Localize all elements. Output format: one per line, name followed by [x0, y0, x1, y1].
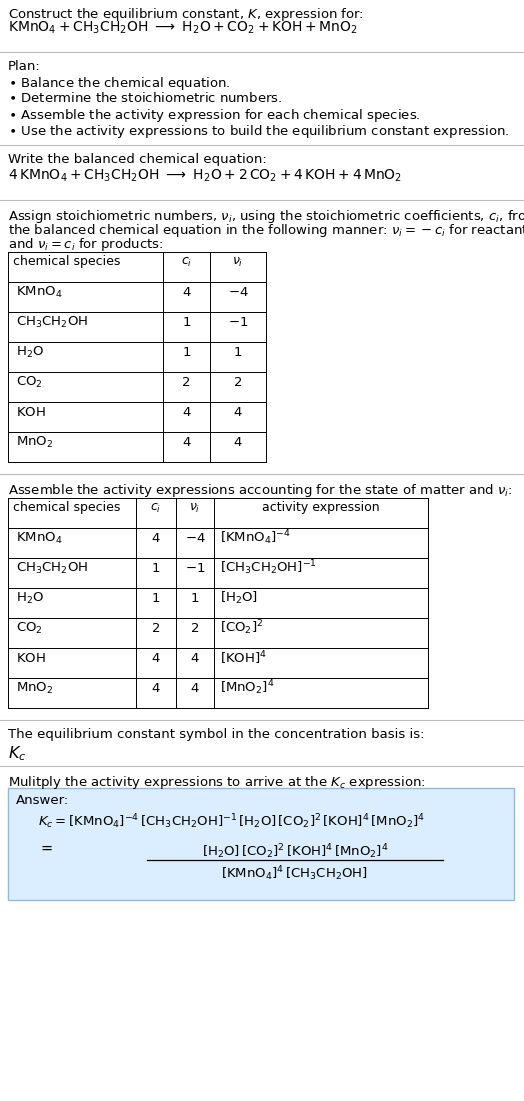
Text: 4: 4	[191, 652, 199, 665]
Text: 2: 2	[152, 621, 160, 634]
Text: $\mathrm{MnO_2}$: $\mathrm{MnO_2}$	[16, 680, 53, 696]
Text: The equilibrium constant symbol in the concentration basis is:: The equilibrium constant symbol in the c…	[8, 728, 424, 741]
Text: $c_i$: $c_i$	[181, 255, 192, 269]
Text: chemical species: chemical species	[13, 255, 121, 269]
Text: 4: 4	[152, 682, 160, 695]
Text: Mulitply the activity expressions to arrive at the $K_c$ expression:: Mulitply the activity expressions to arr…	[8, 774, 426, 791]
Text: 4: 4	[234, 405, 242, 418]
Text: $\nu_i$: $\nu_i$	[232, 255, 244, 269]
Text: Construct the equilibrium constant, $K$, expression for:: Construct the equilibrium constant, $K$,…	[8, 6, 364, 23]
Text: Assemble the activity expressions accounting for the state of matter and $\nu_i$: Assemble the activity expressions accoun…	[8, 482, 512, 499]
Text: 1: 1	[182, 316, 191, 328]
Text: $\mathrm{CH_3CH_2OH}$: $\mathrm{CH_3CH_2OH}$	[16, 560, 88, 576]
Text: activity expression: activity expression	[262, 501, 380, 514]
Text: $\bullet$ Use the activity expressions to build the equilibrium constant express: $\bullet$ Use the activity expressions t…	[8, 123, 509, 140]
Text: 2: 2	[182, 375, 191, 389]
Text: $K_c$: $K_c$	[8, 744, 26, 763]
Text: 4: 4	[182, 285, 191, 298]
Text: $[\mathrm{CH_3CH_2OH}]^{-1}$: $[\mathrm{CH_3CH_2OH}]^{-1}$	[220, 558, 317, 577]
Text: $\nu_i$: $\nu_i$	[189, 501, 201, 514]
Text: $\bullet$ Assemble the activity expression for each chemical species.: $\bullet$ Assemble the activity expressi…	[8, 107, 421, 124]
Text: $\mathrm{KOH}$: $\mathrm{KOH}$	[16, 652, 46, 665]
Text: 4: 4	[182, 436, 191, 448]
Text: $\mathrm{CH_3CH_2OH}$: $\mathrm{CH_3CH_2OH}$	[16, 315, 88, 329]
Text: $\mathrm{H_2O}$: $\mathrm{H_2O}$	[16, 590, 44, 606]
Text: 4: 4	[234, 436, 242, 448]
Text: $[\mathrm{KMnO_4}]^{-4}$: $[\mathrm{KMnO_4}]^{-4}$	[220, 528, 291, 547]
Text: $=$: $=$	[38, 840, 53, 855]
Text: Answer:: Answer:	[16, 794, 69, 807]
Text: $K_c = [\mathrm{KMnO_4}]^{-4}\,[\mathrm{CH_3CH_2OH}]^{-1}\,[\mathrm{H_2O}]\,[\ma: $K_c = [\mathrm{KMnO_4}]^{-4}\,[\mathrm{…	[38, 813, 425, 830]
Text: $\mathrm{KMnO_4 + CH_3CH_2OH\ \longrightarrow\ H_2O + CO_2 + KOH + MnO_2}$: $\mathrm{KMnO_4 + CH_3CH_2OH\ \longright…	[8, 20, 358, 36]
Text: and $\nu_i = c_i$ for products:: and $\nu_i = c_i$ for products:	[8, 236, 163, 253]
Text: $[\mathrm{CO_2}]^2$: $[\mathrm{CO_2}]^2$	[220, 619, 264, 637]
Text: $-1$: $-1$	[228, 316, 248, 328]
Text: Assign stoichiometric numbers, $\nu_i$, using the stoichiometric coefficients, $: Assign stoichiometric numbers, $\nu_i$, …	[8, 208, 524, 225]
Text: $[\mathrm{H_2O}]$: $[\mathrm{H_2O}]$	[220, 590, 258, 606]
Text: $-4$: $-4$	[227, 285, 248, 298]
Text: Write the balanced chemical equation:: Write the balanced chemical equation:	[8, 153, 267, 166]
Text: 1: 1	[234, 346, 242, 359]
Text: $[\mathrm{MnO_2}]^4$: $[\mathrm{MnO_2}]^4$	[220, 678, 275, 697]
Text: 4: 4	[182, 405, 191, 418]
Text: the balanced chemical equation in the following manner: $\nu_i = -c_i$ for react: the balanced chemical equation in the fo…	[8, 222, 524, 239]
FancyBboxPatch shape	[8, 788, 514, 900]
Text: 1: 1	[191, 591, 199, 604]
Text: $\mathrm{MnO_2}$: $\mathrm{MnO_2}$	[16, 435, 53, 449]
Text: 4: 4	[152, 532, 160, 545]
Text: $[\mathrm{KMnO_4}]^4\,[\mathrm{CH_3CH_2OH}]$: $[\mathrm{KMnO_4}]^4\,[\mathrm{CH_3CH_2O…	[222, 864, 368, 883]
Text: 4: 4	[191, 682, 199, 695]
Text: chemical species: chemical species	[13, 501, 121, 514]
Text: $-4$: $-4$	[184, 532, 205, 545]
Text: $\mathrm{KOH}$: $\mathrm{KOH}$	[16, 405, 46, 418]
Text: $\mathrm{CO_2}$: $\mathrm{CO_2}$	[16, 621, 43, 635]
Text: 2: 2	[234, 375, 242, 389]
Text: $[\mathrm{KOH}]^4$: $[\mathrm{KOH}]^4$	[220, 650, 267, 667]
Text: $\mathrm{4\,KMnO_4 + CH_3CH_2OH\ \longrightarrow\ H_2O + 2\,CO_2 + 4\,KOH + 4\,M: $\mathrm{4\,KMnO_4 + CH_3CH_2OH\ \longri…	[8, 168, 402, 184]
Text: $\mathrm{KMnO_4}$: $\mathrm{KMnO_4}$	[16, 531, 62, 546]
Text: 2: 2	[191, 621, 199, 634]
Text: $\mathrm{KMnO_4}$: $\mathrm{KMnO_4}$	[16, 284, 62, 299]
Text: $\bullet$ Balance the chemical equation.: $\bullet$ Balance the chemical equation.	[8, 75, 231, 92]
Text: 4: 4	[152, 652, 160, 665]
Text: $[\mathrm{H_2O}]\,[\mathrm{CO_2}]^2\,[\mathrm{KOH}]^4\,[\mathrm{MnO_2}]^4$: $[\mathrm{H_2O}]\,[\mathrm{CO_2}]^2\,[\m…	[202, 842, 388, 861]
Text: 1: 1	[152, 591, 160, 604]
Text: 1: 1	[182, 346, 191, 359]
Text: Plan:: Plan:	[8, 59, 41, 73]
Text: 1: 1	[152, 562, 160, 575]
Text: $\mathrm{H_2O}$: $\mathrm{H_2O}$	[16, 345, 44, 360]
Text: $\bullet$ Determine the stoichiometric numbers.: $\bullet$ Determine the stoichiometric n…	[8, 91, 282, 105]
Text: $c_i$: $c_i$	[150, 501, 161, 514]
Text: $-1$: $-1$	[185, 562, 205, 575]
Text: $\mathrm{CO_2}$: $\mathrm{CO_2}$	[16, 374, 43, 390]
